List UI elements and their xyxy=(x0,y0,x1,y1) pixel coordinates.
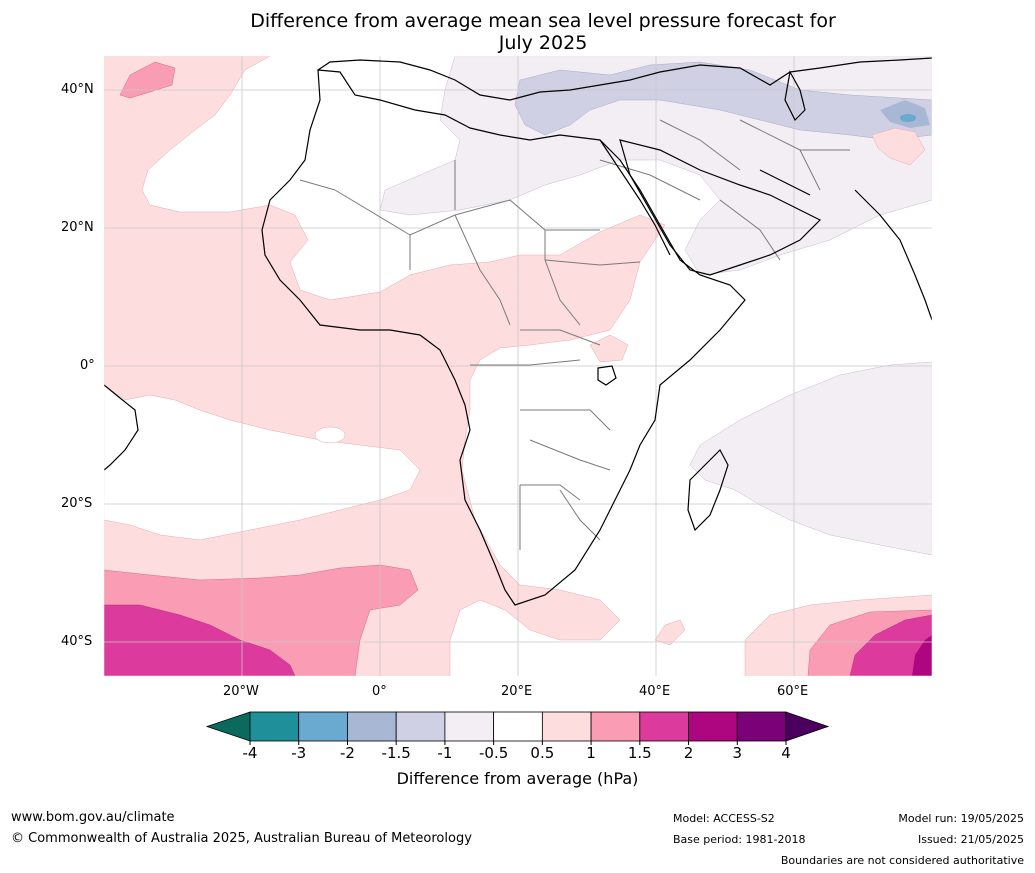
colorbar-tick-label: -2 xyxy=(339,744,355,762)
footer-model-run: Model run: 19/05/2025 xyxy=(898,812,1024,825)
map-title: Difference from average mean sea level p… xyxy=(0,10,1035,54)
pink-mid-north-atlantic xyxy=(119,61,176,99)
colorbar-tick-label: 4 xyxy=(781,744,791,762)
colorbar-segment xyxy=(493,711,543,742)
lon-label-40e: 40°E xyxy=(639,684,671,699)
graticule xyxy=(104,56,932,676)
title-line-1: Difference from average mean sea level p… xyxy=(250,10,836,32)
india-coast xyxy=(854,189,932,321)
colorbar-segment xyxy=(590,711,641,742)
colorbar-title: Difference from average (hPa) xyxy=(396,769,639,788)
colorbar-tick-label: -0.5 xyxy=(478,744,509,762)
pink-anomaly-middle-east xyxy=(871,127,926,166)
footer-base-period: Base period: 1981-2018 xyxy=(673,833,806,846)
colorbar-tick-label: -1.5 xyxy=(381,744,411,762)
footer-copyright: © Commonwealth of Australia 2025, Austra… xyxy=(11,831,472,846)
colorbar-tick-label: 0.5 xyxy=(530,744,555,762)
dark-magenta-south-east xyxy=(912,635,932,676)
colorbar-segment xyxy=(444,711,495,742)
teal-patch xyxy=(900,114,916,122)
lat-label-20n: 20°N xyxy=(61,220,94,235)
colorbar-extend-low xyxy=(205,711,251,742)
colorbar-tick-label: -3 xyxy=(291,744,307,762)
pink-anomaly-madagascar-south xyxy=(654,619,686,646)
lake-victoria xyxy=(597,365,617,386)
lat-label-0: 0° xyxy=(80,358,95,373)
colorbar-segment xyxy=(541,711,592,742)
pink-anomaly-east-africa xyxy=(589,334,629,363)
coastlines xyxy=(104,57,932,606)
colorbar-segment xyxy=(298,711,348,742)
colorbar-tick-label: 3 xyxy=(732,744,743,762)
neutral-south-atlantic xyxy=(104,384,421,541)
colorbar-segment xyxy=(639,711,689,742)
map-area xyxy=(104,56,932,676)
lat-label-40n: 40°N xyxy=(61,82,94,97)
colorbar-extend-high xyxy=(785,711,830,742)
lat-label-40s: 40°S xyxy=(61,634,93,649)
lon-label-20w: 20°W xyxy=(223,684,259,699)
colorbar-segment xyxy=(347,711,397,742)
colorbar-segment xyxy=(395,711,446,742)
lat-label-20s: 20°S xyxy=(61,496,93,511)
footer-url[interactable]: www.bom.gov.au/climate xyxy=(11,810,175,825)
colorbar-tick-label: 2 xyxy=(683,744,694,762)
blue-mid-patch xyxy=(880,100,930,128)
africa-coast xyxy=(261,69,746,606)
colorbar-segment xyxy=(249,711,300,742)
footer-issued: Issued: 21/05/2025 xyxy=(917,833,1024,846)
magenta-south-west xyxy=(104,604,296,676)
colorbar-tick-label: 1 xyxy=(586,744,596,762)
lilac-indian-ocean xyxy=(689,361,932,556)
title-line-2: July 2025 xyxy=(498,32,588,54)
colorbar-segment xyxy=(688,711,738,742)
map-frame xyxy=(103,55,933,677)
colorbar-segment xyxy=(736,711,787,742)
lon-label-60e: 60°E xyxy=(777,684,809,699)
madagascar-coast xyxy=(687,449,729,532)
colorbar-tick-label: 1.5 xyxy=(627,744,652,762)
caspian-sea-coast xyxy=(784,70,806,122)
colorbar-tick-label: -1 xyxy=(437,744,453,762)
colorbar-tick-label: -4 xyxy=(242,744,258,762)
magenta-south-east xyxy=(849,614,932,676)
south-america-coast xyxy=(104,384,139,471)
europe-coast xyxy=(317,57,932,101)
lon-label-20e: 20°E xyxy=(501,684,533,699)
footer-disclaimer: Boundaries are not considered authoritat… xyxy=(780,854,1024,867)
persian-gulf-coast xyxy=(759,169,811,196)
arabia-coast xyxy=(619,139,822,276)
footer-model: Model: ACCESS-S2 xyxy=(673,812,775,825)
neutral-patch xyxy=(314,426,346,444)
red-sea-coast xyxy=(599,139,671,256)
lon-label-0: 0° xyxy=(372,684,387,699)
